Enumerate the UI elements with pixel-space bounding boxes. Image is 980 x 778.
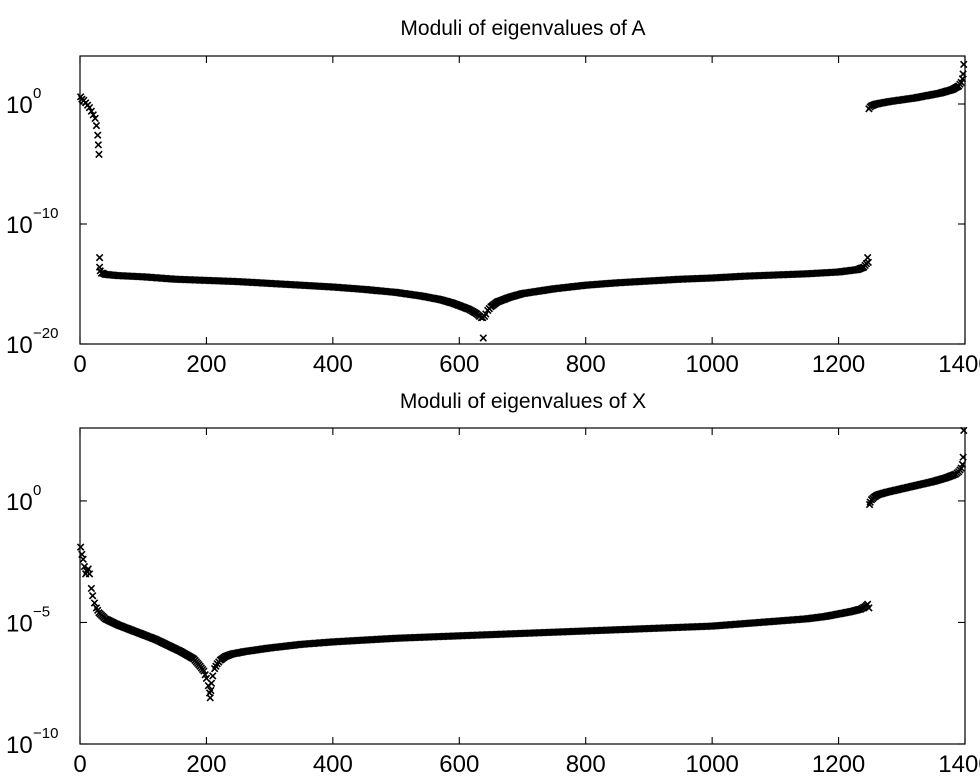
data-point xyxy=(206,694,214,702)
data-point xyxy=(87,107,96,115)
data-point xyxy=(95,150,103,159)
y-tick-label-base: 10 xyxy=(6,489,33,516)
data-points xyxy=(76,60,968,342)
x-tick-label: 1400 xyxy=(938,751,980,778)
y-tick-label-exponent: −10 xyxy=(33,205,58,222)
data-point xyxy=(482,310,490,318)
x-tick-label: 0 xyxy=(73,351,86,378)
plot-frame xyxy=(79,55,966,345)
data-point xyxy=(76,543,85,551)
x-tick-label: 1000 xyxy=(685,751,738,778)
y-tick-label-exponent: 0 xyxy=(33,482,41,499)
y-tick-label-base: 10 xyxy=(6,732,33,759)
x-tick-label: 1200 xyxy=(812,351,865,378)
data-point xyxy=(958,460,967,469)
y-tick-label-base: 10 xyxy=(6,92,33,119)
data-points xyxy=(76,426,968,702)
y-tick-label-exponent: 0 xyxy=(33,85,41,102)
y-tick-label-base: 10 xyxy=(6,332,33,359)
x-tick-label: 600 xyxy=(439,351,479,378)
data-point xyxy=(959,453,967,461)
data-point xyxy=(95,253,104,262)
data-point xyxy=(90,599,99,607)
x-tick-label: 600 xyxy=(439,751,479,778)
data-point xyxy=(85,103,94,112)
x-axis: 0 200 400 600 800 1000 1200 1400 xyxy=(73,428,980,778)
y-tick-label-exponent: −10 xyxy=(33,725,58,742)
data-point xyxy=(864,258,873,267)
x-axis: 0 200 400 600 800 1000 1200 1400 xyxy=(73,56,980,378)
x-tick-label: 400 xyxy=(313,351,353,378)
data-point xyxy=(959,70,967,78)
y-tick-label-exponent: −5 xyxy=(33,603,50,620)
data-point xyxy=(89,111,98,119)
data-point xyxy=(960,60,968,69)
chart-title: Moduli of eigenvalues of A xyxy=(400,17,645,40)
x-tick-label: 800 xyxy=(566,751,606,778)
x-tick-label: 200 xyxy=(186,751,226,778)
data-point xyxy=(80,562,89,571)
x-tick-label: 1200 xyxy=(812,751,865,778)
data-point xyxy=(865,604,873,612)
data-point xyxy=(202,674,211,683)
y-tick-label-base: 10 xyxy=(6,610,33,637)
chart-panel-eigenvalues-x: Moduli of eigenvalues of X 0 200 400 600 800… xyxy=(6,390,980,778)
data-point xyxy=(479,334,488,342)
data-point xyxy=(91,114,99,123)
chart-panel-eigenvalues-a: Moduli of eigenvalues of A 0 200 400 600 800… xyxy=(6,17,980,378)
data-point xyxy=(960,426,968,435)
data-point xyxy=(207,679,216,687)
y-tick-label-base: 10 xyxy=(6,212,33,239)
y-tick-label-exponent: −20 xyxy=(33,325,58,342)
data-point xyxy=(207,686,215,695)
x-tick-label: 1000 xyxy=(685,351,738,378)
x-tick-label: 1400 xyxy=(938,351,980,378)
data-point xyxy=(93,131,102,139)
data-point xyxy=(209,672,217,680)
data-point xyxy=(85,570,94,578)
x-tick-label: 200 xyxy=(186,351,226,378)
x-tick-label: 0 xyxy=(73,751,86,778)
data-point xyxy=(79,555,87,563)
data-point xyxy=(87,584,96,593)
data-point xyxy=(94,141,103,149)
x-tick-label: 400 xyxy=(313,751,353,778)
chart-title: Moduli of eigenvalues of X xyxy=(400,390,646,413)
x-tick-label: 800 xyxy=(566,351,606,378)
plot-frame xyxy=(79,427,966,745)
data-point xyxy=(92,121,101,130)
data-point xyxy=(88,591,97,600)
